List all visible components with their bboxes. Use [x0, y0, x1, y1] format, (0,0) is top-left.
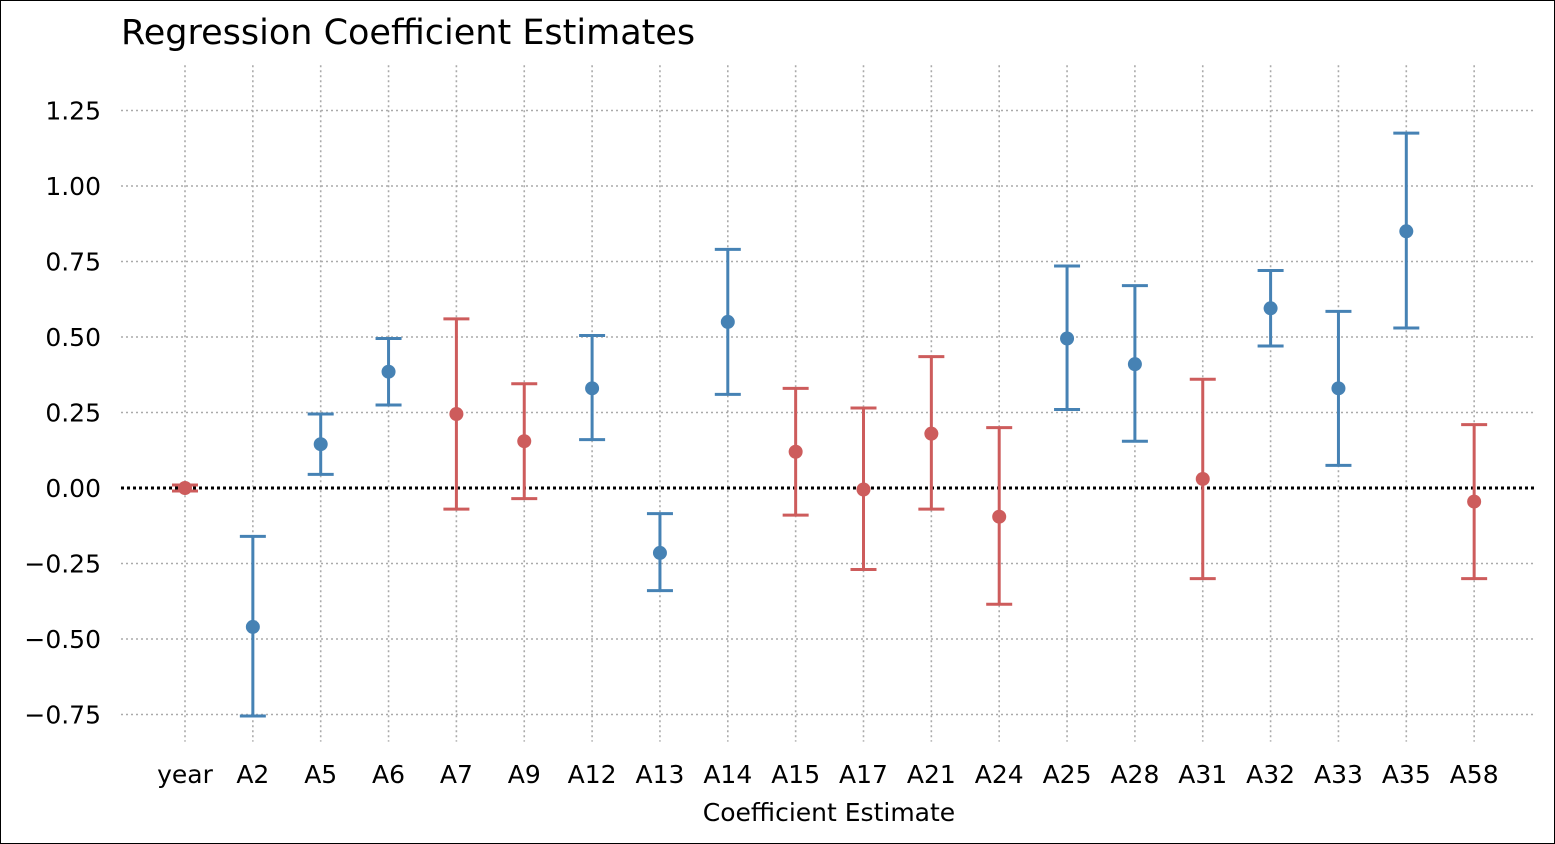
- estimate-point: [1060, 331, 1075, 346]
- x-tick-label: A5: [304, 760, 337, 789]
- estimate-point: [313, 437, 328, 452]
- x-tick-label: A2: [236, 760, 269, 789]
- coefficient-A58: [1461, 423, 1488, 581]
- x-tick-label: A58: [1450, 760, 1499, 789]
- x-tick-label: A6: [372, 760, 405, 789]
- x-tick-label: A17: [839, 760, 888, 789]
- coefficient-A31: [1189, 377, 1216, 581]
- x-tick-label: A14: [703, 760, 752, 789]
- coefficient-A7: [443, 317, 470, 511]
- estimate-point: [924, 426, 939, 441]
- coefficient-A12: [579, 333, 606, 442]
- coefficient-A15: [782, 386, 809, 517]
- estimate-point: [1263, 301, 1278, 316]
- coefficient-A2: [239, 534, 266, 718]
- chart-title: Regression Coefficient Estimates: [121, 13, 696, 53]
- x-tick-label: A31: [1178, 760, 1227, 789]
- estimate-point: [788, 444, 803, 459]
- coefficient-A21: [918, 355, 945, 511]
- grid-lines: [121, 65, 1536, 742]
- coefficient-A25: [1054, 264, 1081, 411]
- x-tick-label: A13: [635, 760, 684, 789]
- estimate-point: [245, 619, 260, 634]
- coefficient-year: [172, 481, 198, 495]
- x-tick-label: A32: [1246, 760, 1295, 789]
- estimate-point: [652, 545, 667, 560]
- x-tick-label: A25: [1043, 760, 1092, 789]
- estimate-point: [178, 481, 192, 495]
- estimate-point: [720, 314, 735, 329]
- y-tick-label: 0.75: [45, 248, 101, 277]
- x-tick-label: A33: [1314, 760, 1363, 789]
- coefficient-A14: [714, 247, 741, 396]
- x-tick-label: A7: [440, 760, 473, 789]
- estimate-point: [585, 381, 600, 396]
- estimate-point: [517, 434, 532, 449]
- x-tick-label: A21: [907, 760, 956, 789]
- y-tick-label: −0.25: [24, 550, 101, 579]
- coefficient-A32: [1257, 269, 1284, 348]
- coefficient-A6: [375, 337, 402, 407]
- x-tick-label: A35: [1382, 760, 1431, 789]
- y-tick-label: −0.75: [24, 701, 101, 730]
- estimate-point: [856, 482, 871, 497]
- x-tick-label: A15: [771, 760, 820, 789]
- x-tick-label: A9: [508, 760, 541, 789]
- estimate-point: [1127, 357, 1142, 372]
- coefficient-A5: [307, 412, 334, 476]
- coefficient-A13: [646, 512, 673, 593]
- coefficient-A28: [1121, 284, 1148, 443]
- x-tick-label: A12: [568, 760, 617, 789]
- coefficient-A35: [1393, 131, 1420, 330]
- y-tick-label: 0.50: [45, 323, 101, 352]
- y-tick-label: 0.25: [45, 399, 101, 428]
- y-tick-label: 1.25: [45, 97, 101, 126]
- coefficient-series: [172, 131, 1488, 718]
- estimate-point: [381, 364, 396, 379]
- estimate-point: [1195, 471, 1210, 486]
- estimate-point: [449, 407, 464, 422]
- coefficient-A24: [986, 426, 1013, 606]
- y-tick-label: 1.00: [45, 172, 101, 201]
- y-tick-label: −0.50: [24, 625, 101, 654]
- x-tick-label: year: [157, 760, 213, 789]
- estimate-point: [1331, 381, 1346, 396]
- y-tick-label: 0.00: [45, 474, 101, 503]
- x-axis-title: Coefficient Estimate: [703, 798, 955, 827]
- x-tick-label: A24: [975, 760, 1024, 789]
- estimate-point: [1467, 494, 1482, 509]
- x-tick-label: A28: [1110, 760, 1159, 789]
- estimate-point: [1399, 224, 1414, 239]
- estimate-point: [992, 509, 1007, 524]
- coefficient-A17: [850, 406, 877, 572]
- coefficient-A9: [511, 382, 538, 501]
- axes: 1.25 1.00 0.75 0.50 0.25 0.00 −0.25 −0.50 −0.75 y…: [24, 97, 1498, 790]
- coefficient-A33: [1325, 309, 1352, 467]
